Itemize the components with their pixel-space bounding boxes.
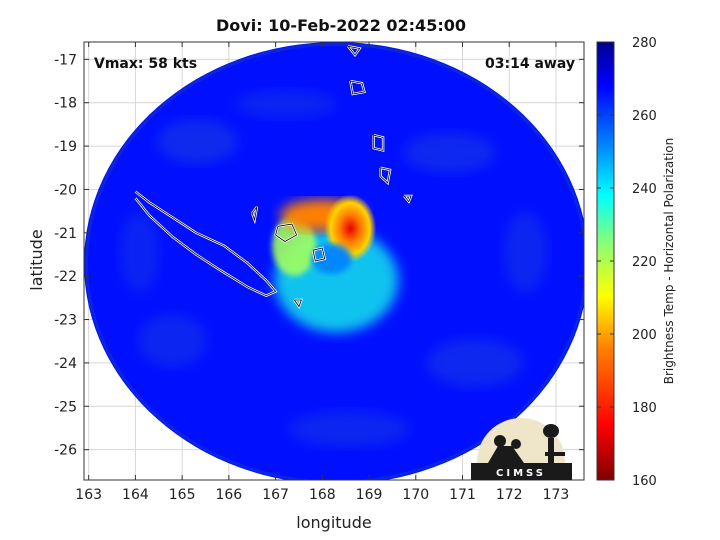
feature-western-arc <box>272 215 317 276</box>
y-tick-label: -20 <box>54 182 77 198</box>
x-tick-label: 173 <box>543 487 570 503</box>
new-caledonia-coast-outline <box>135 191 277 297</box>
y-axis-label: latitude <box>27 229 46 290</box>
colorbar-tick-label: 240 <box>632 182 657 197</box>
x-tick-label: 163 <box>75 487 102 503</box>
x-tick-label: 165 <box>169 487 196 503</box>
y-axis-ticks: -17 -18 -19 -20 -21 -22 -23 -24 -25 -26 <box>54 52 584 459</box>
logo-text: CIMSS <box>496 468 546 479</box>
x-tick-label: 170 <box>402 487 429 503</box>
y-tick-label: -25 <box>54 399 77 415</box>
colorbar-tick-label: 260 <box>632 109 657 124</box>
swath-texture <box>157 119 238 164</box>
x-axis-ticks: 163 164 165 166 167 168 169 170 171 172 173 <box>75 42 569 503</box>
colorbar-tick-label: 160 <box>632 474 657 489</box>
chart-title: Dovi: 10-Feb-2022 02:45:00 <box>216 16 466 35</box>
mare-coast-outline <box>312 247 326 262</box>
cimss-logo: CIMSS <box>471 418 572 480</box>
axes-frame <box>83 41 585 481</box>
efate-coast-outline <box>347 45 361 56</box>
swath-texture <box>403 132 496 173</box>
ouvea-coast-outline <box>251 206 258 222</box>
lifou-coast-outline <box>275 223 298 242</box>
swath-edge <box>85 42 584 480</box>
y-tick-label: -21 <box>54 226 77 242</box>
colorbar-tick-label: 280 <box>632 36 657 51</box>
x-tick-label: 166 <box>215 487 242 503</box>
colorbar-ticks: 160 180 200 220 240 260 280 <box>597 36 657 489</box>
y-tick-label: -18 <box>54 96 77 112</box>
x-tick-label: 168 <box>309 487 336 503</box>
erromango-coast-outline <box>350 80 365 95</box>
y-tick-label: -26 <box>54 443 77 459</box>
y-tick-label: -24 <box>54 356 77 372</box>
feature-eye <box>311 243 352 274</box>
swath-texture <box>138 314 207 367</box>
tanna-coast-outline <box>380 167 391 184</box>
vmax-annotation: Vmax: 58 kts <box>94 56 197 72</box>
colorbar-label: Brightness Temp - Horizontal Polarizatio… <box>662 138 676 385</box>
aneityum-coast-outline <box>403 195 412 203</box>
x-axis-label: longitude <box>296 513 371 532</box>
y-tick-label: -23 <box>54 313 77 329</box>
colorbar-tick-label: 180 <box>632 401 657 416</box>
swath-texture <box>288 411 409 448</box>
heatmap-swath <box>84 42 584 480</box>
x-tick-label: 167 <box>262 487 289 503</box>
x-tick-label: 169 <box>356 487 383 503</box>
y-tick-label: -22 <box>54 269 77 285</box>
time-away-annotation: 03:14 away <box>485 56 575 72</box>
swath-texture <box>119 212 160 293</box>
colorbar-tick-label: 220 <box>632 255 657 270</box>
vanuatu-south-coast-outline <box>373 134 384 151</box>
x-tick-label: 171 <box>449 487 476 503</box>
colorbar-tick-label: 200 <box>632 328 657 343</box>
swath-texture <box>235 89 336 118</box>
swath-texture <box>427 338 524 387</box>
y-tick-label: -17 <box>54 52 77 68</box>
swath-texture <box>503 212 548 293</box>
y-tick-label: -19 <box>54 139 77 155</box>
isle-of-pines-coast-outline <box>293 299 302 308</box>
x-tick-label: 164 <box>122 487 149 503</box>
x-tick-label: 172 <box>496 487 523 503</box>
